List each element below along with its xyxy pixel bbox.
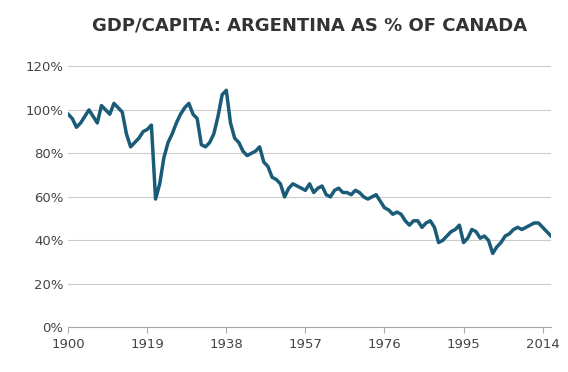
Title: GDP/CAPITA: ARGENTINA AS % OF CANADA: GDP/CAPITA: ARGENTINA AS % OF CANADA [92, 17, 527, 35]
